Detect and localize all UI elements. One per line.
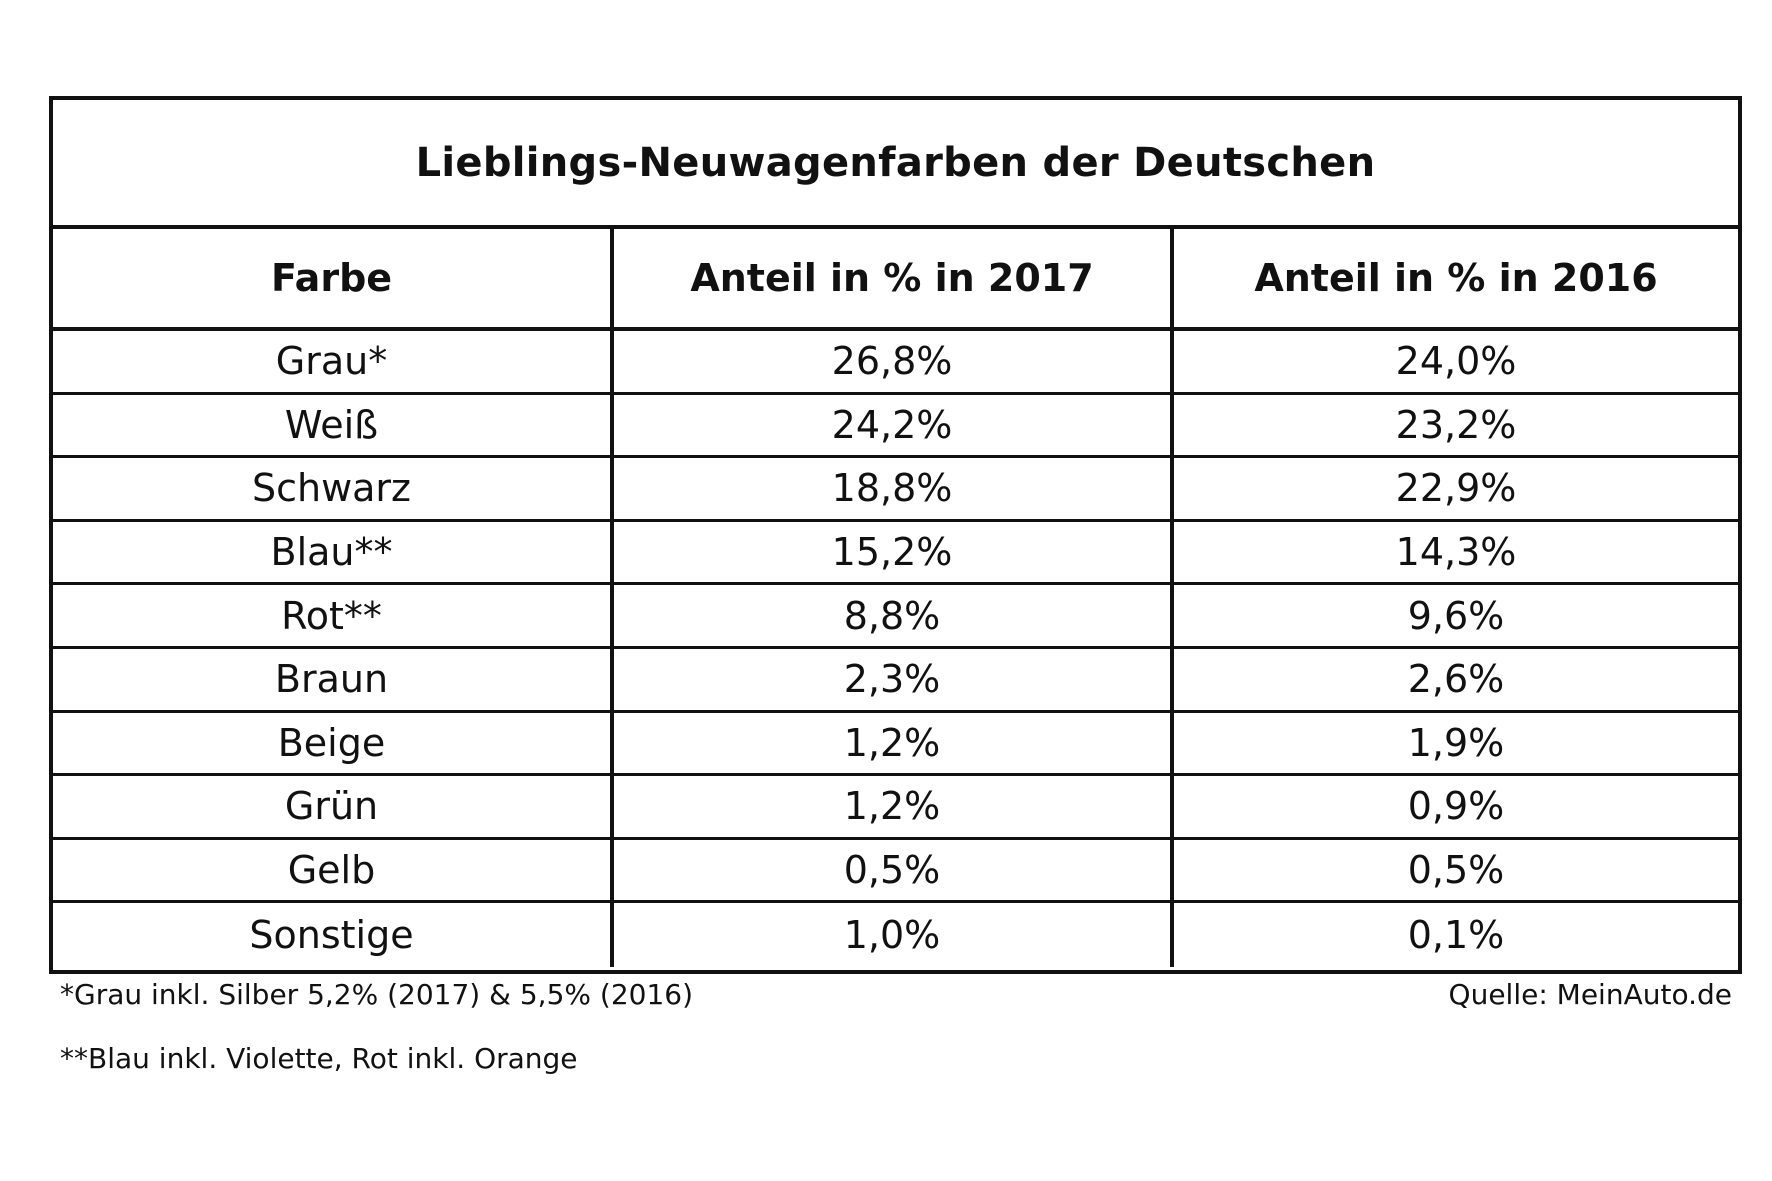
anteil-2017-cell: 8,8% <box>614 585 1174 649</box>
header-farbe: Farbe <box>53 229 614 331</box>
anteil-2017-cell: 18,8% <box>614 458 1174 522</box>
color-table: Lieblings-Neuwagenfarben der Deutschen F… <box>49 96 1742 974</box>
anteil-2017-cell: 2,3% <box>614 648 1174 713</box>
anteil-2016-cell: 2,6% <box>1174 649 1738 713</box>
anteil-2016-cell: 14,3% <box>1174 522 1738 586</box>
anteil-2016-cell: 0,9% <box>1174 776 1738 840</box>
farbe-cell: Sonstige <box>53 903 614 967</box>
farbe-cell: Schwarz <box>53 458 614 522</box>
anteil-2016-cell: 0,5% <box>1174 840 1738 904</box>
table-title: Lieblings-Neuwagenfarben der Deutschen <box>53 100 1738 229</box>
anteil-2017-cell: 15,2% <box>614 521 1174 586</box>
anteil-2016-cell: 9,6% <box>1174 585 1738 649</box>
table-grid: Farbe Anteil in % in 2017 Anteil in % in… <box>53 229 1738 967</box>
anteil-2016-cell: 0,1% <box>1407 913 1505 958</box>
anteil-2017-cell: 1,0% <box>614 903 1174 967</box>
anteil-2017-cell: 0,5% <box>614 839 1174 904</box>
farbe-cell: Braun <box>53 648 614 713</box>
farbe-cell: Grün <box>53 776 614 840</box>
anteil-2017-cell: 24,2% <box>614 394 1174 459</box>
source-credit: Quelle: MeinAuto.de <box>1448 978 1732 1011</box>
farbe-cell: Gelb <box>53 839 614 904</box>
footnote-blau-rot: **Blau inkl. Violette, Rot inkl. Orange <box>60 1042 578 1075</box>
farbe-cell: Rot** <box>53 585 614 649</box>
anteil-2017-cell: 26,8% <box>614 331 1174 395</box>
anteil-2016-cell: 1,9% <box>1174 713 1738 777</box>
farbe-cell: Blau** <box>53 521 614 586</box>
anteil-2016-cell: 24,0% <box>1174 331 1738 395</box>
farbe-cell: Beige <box>53 712 614 777</box>
header-anteil-2016: Anteil in % in 2016 <box>1174 229 1738 331</box>
footnote-grau: *Grau inkl. Silber 5,2% (2017) & 5,5% (2… <box>60 978 693 1011</box>
anteil-2017-cell: 1,2% <box>614 712 1174 777</box>
farbe-cell: Grau* <box>53 331 614 395</box>
header-anteil-2017: Anteil in % in 2017 <box>614 229 1174 331</box>
anteil-2017-cell: 1,2% <box>614 776 1174 840</box>
anteil-2016-cell: 23,2% <box>1174 395 1738 459</box>
farbe-cell: Weiß <box>53 394 614 459</box>
anteil-2016-cell: 22,9% <box>1174 458 1738 522</box>
